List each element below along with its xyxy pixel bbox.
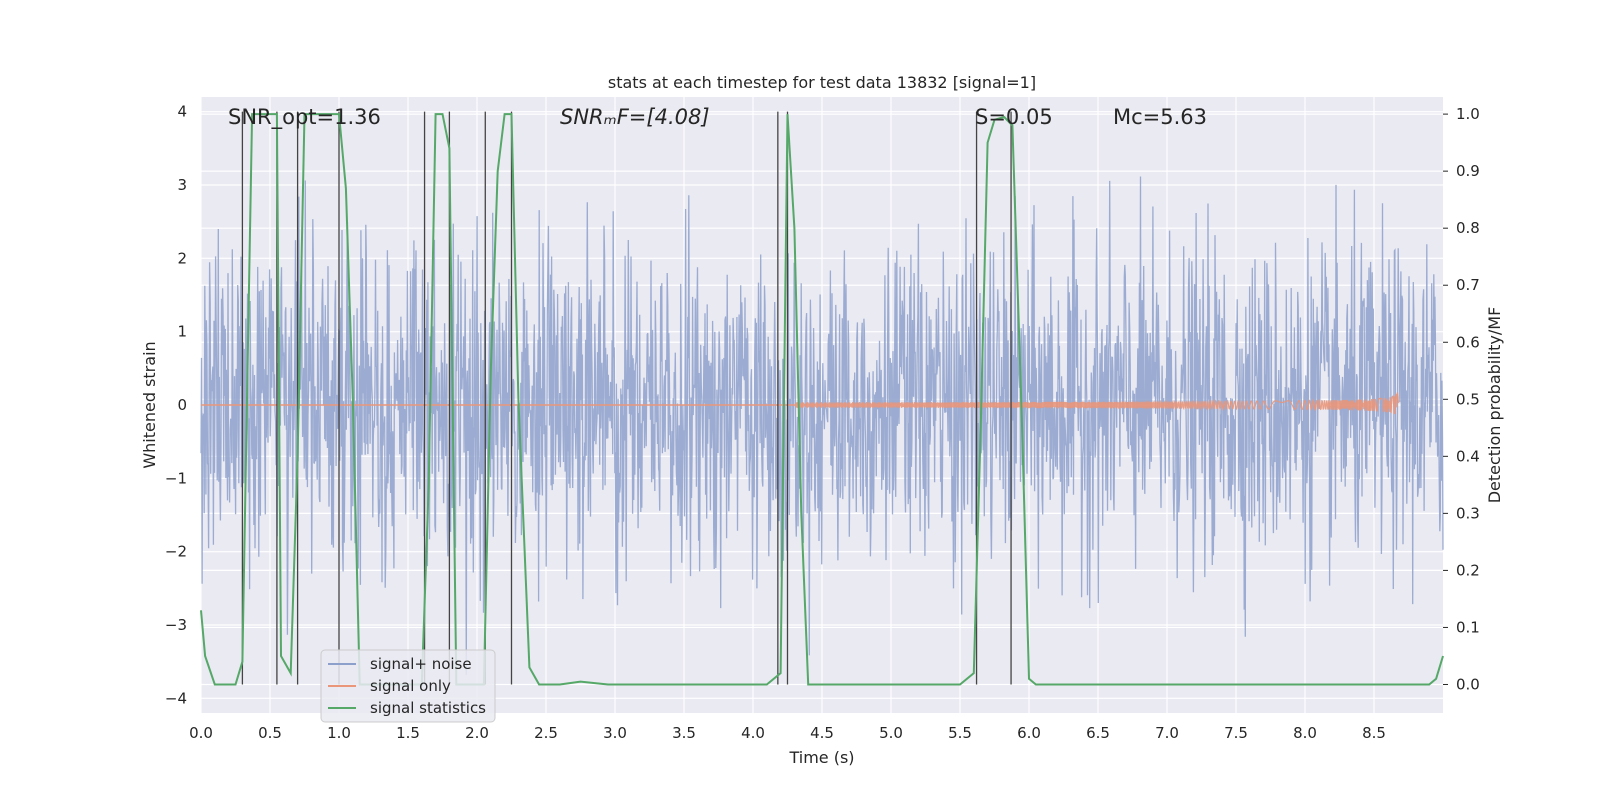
- legend-box: [320, 649, 496, 723]
- y-tick-label: 1: [177, 323, 187, 341]
- chirp-series: [201, 392, 1399, 415]
- y2-tick-label: 0.5: [1456, 390, 1480, 408]
- annotation-mc: Mᴄ=5.63: [1113, 105, 1207, 129]
- annotation-snr-opt: SNR_opt=1.36: [228, 105, 381, 130]
- y2-tick-label: 0.3: [1456, 504, 1480, 522]
- legend-label-signal: signal only: [370, 677, 451, 695]
- y-tick-label: −2: [165, 543, 187, 561]
- y2-tick-label: 0.6: [1456, 333, 1480, 351]
- y-tick-label: 4: [177, 103, 187, 121]
- y2-tick-label: 0.9: [1456, 162, 1480, 180]
- x-tick-label: 8.0: [1293, 724, 1317, 742]
- annotation-s: S=0.05: [975, 105, 1053, 129]
- y-axis-label: Whitened strain: [140, 341, 159, 468]
- x-tick-label: 8.5: [1362, 724, 1386, 742]
- y-tick-label: −1: [165, 469, 187, 487]
- y-tick-label: 2: [177, 249, 187, 267]
- x-axis-label: Time (s): [788, 748, 854, 767]
- x-tick-label: 4.0: [741, 724, 765, 742]
- y2-tick-label: 0.0: [1456, 675, 1480, 693]
- y2-tick-label: 0.1: [1456, 618, 1480, 636]
- legend-label-noise: signal+ noise: [370, 655, 472, 673]
- y2-tick-label: 0.4: [1456, 447, 1480, 465]
- y2-tick-label: 0.8: [1456, 219, 1480, 237]
- chart-title: stats at each timestep for test data 138…: [608, 73, 1036, 92]
- x-tick-label: 6.5: [1086, 724, 1110, 742]
- x-tick-label: 4.5: [810, 724, 834, 742]
- y-tick-label: −4: [165, 689, 187, 707]
- statistics-series: [200, 113, 1444, 686]
- y2-tick-label: 1.0: [1456, 105, 1480, 123]
- x-tick-label: 0.5: [258, 724, 282, 742]
- x-tick-label: 3.0: [603, 724, 627, 742]
- x-tick-label: 1.0: [327, 724, 351, 742]
- y2-tick-label: 0.2: [1456, 561, 1480, 579]
- signal-statistics-line: [200, 113, 1444, 686]
- annotation-snr-mf: SNRₘF=[4.08]: [560, 105, 710, 129]
- y2-axis-label: Detection probability/MF: [1485, 307, 1504, 504]
- y-tick-label: 0: [177, 396, 187, 414]
- x-tick-label: 5.5: [948, 724, 972, 742]
- y-tick-label: 3: [177, 176, 187, 194]
- x-tick-label: 5.0: [879, 724, 903, 742]
- noise-series: [200, 176, 1444, 675]
- y2-tick-label: 0.7: [1456, 276, 1480, 294]
- signal-only-line: [794, 392, 1399, 415]
- x-tick-label: 1.5: [396, 724, 420, 742]
- legend-label-statistics: signal statistics: [370, 699, 486, 717]
- x-tick-label: 7.5: [1224, 724, 1248, 742]
- legend: signal+ noise signal only signal statist…: [320, 649, 496, 723]
- x-tick-label: 2.0: [465, 724, 489, 742]
- y-tick-label: −3: [165, 616, 187, 634]
- x-tick-label: 0.0: [189, 724, 213, 742]
- tick-labels: 0.0 0.5 1.0 1.5 2.0 2.5 3.0 3.5 4.0 4.5 5.0 5.5 6.0 6…: [165, 103, 1480, 742]
- signal-plus-noise-line: [200, 176, 1444, 675]
- x-tick-label: 7.0: [1155, 724, 1179, 742]
- x-tick-label: 6.0: [1017, 724, 1041, 742]
- x-tick-label: 2.5: [534, 724, 558, 742]
- x-tick-label: 3.5: [672, 724, 696, 742]
